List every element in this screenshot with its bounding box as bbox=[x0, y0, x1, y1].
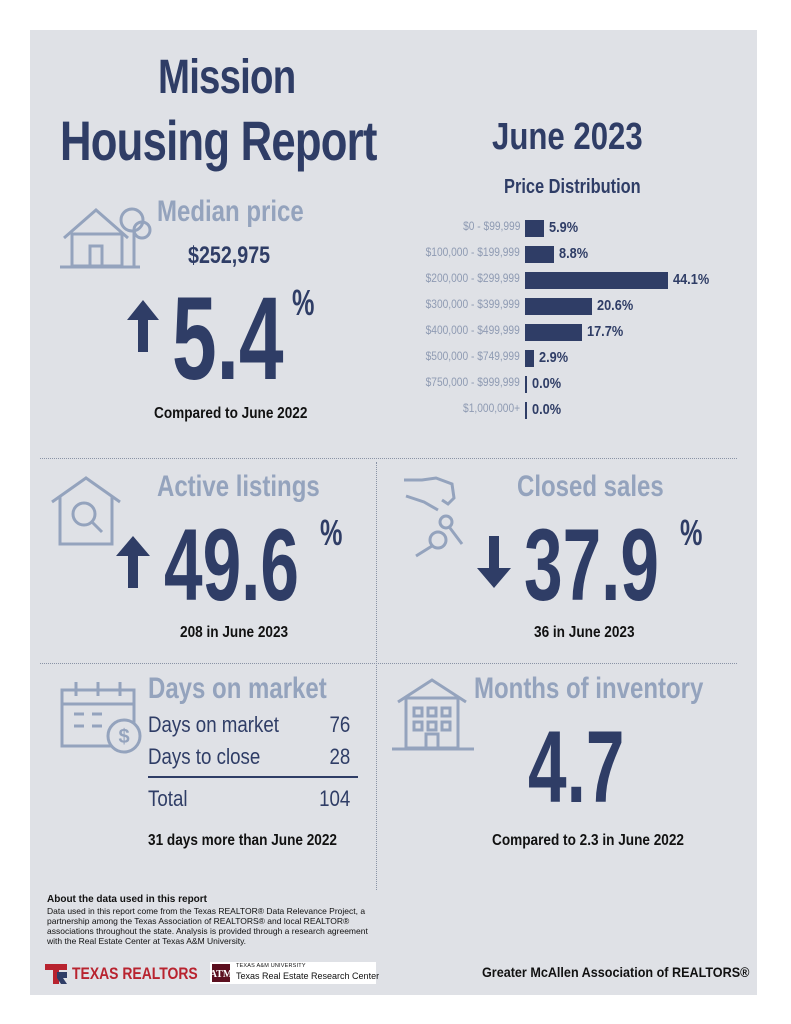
city-title: Mission bbox=[158, 51, 296, 104]
divider bbox=[376, 462, 377, 890]
price-distribution-value: 20.6% bbox=[596, 297, 633, 314]
closed-sales-title: Closed sales bbox=[517, 470, 664, 503]
price-range-label: $300,000 - $399,999 bbox=[425, 297, 520, 311]
active-listings-caption: 208 in June 2023 bbox=[180, 624, 289, 641]
active-listings-title: Active listings bbox=[157, 470, 320, 503]
dom-total-value: 104 bbox=[319, 786, 351, 811]
dom-row-label: Days on market bbox=[148, 712, 279, 737]
days-on-market-title: Days on market bbox=[148, 672, 327, 705]
price-range-label: $0 - $99,999 bbox=[462, 219, 520, 233]
price-distribution-bar bbox=[525, 402, 527, 419]
price-distribution-row: $500,000 - $749,999 2.9% bbox=[360, 348, 750, 368]
texas-realtors-text: TEXAS REALTORS bbox=[72, 964, 198, 983]
report-title: Housing Report bbox=[60, 109, 377, 172]
price-range-label: $750,000 - $999,999 bbox=[425, 375, 520, 389]
months-inventory-value: 4.7 bbox=[528, 710, 625, 824]
price-distribution-row: $200,000 - $299,999 44.1% bbox=[360, 270, 750, 290]
median-price-change: 5.4 bbox=[172, 273, 284, 405]
tamu-small-text: TEXAS A&M UNIVERSITY bbox=[236, 963, 306, 969]
tamu-emblem-icon: ATM bbox=[212, 964, 230, 982]
days-on-market-caption: 31 days more than June 2022 bbox=[148, 832, 337, 849]
closed-sales-percent: % bbox=[680, 512, 703, 553]
house-search-icon bbox=[51, 476, 121, 546]
price-distribution-row: $750,000 - $999,999 0.0% bbox=[360, 374, 750, 394]
arrow-up-icon bbox=[116, 536, 150, 588]
closed-sales-change: 37.9 bbox=[524, 508, 660, 622]
svg-text:$: $ bbox=[118, 726, 129, 748]
price-distribution-bar bbox=[525, 246, 554, 263]
price-distribution-bar bbox=[525, 272, 668, 289]
price-range-label: $200,000 - $299,999 bbox=[425, 271, 520, 285]
texas-realtors-logo bbox=[45, 964, 69, 989]
dom-row-value: 28 bbox=[329, 744, 351, 769]
price-distribution-value: 17.7% bbox=[587, 323, 624, 340]
about-heading: About the data used in this report bbox=[47, 894, 208, 905]
hand-keys-icon bbox=[404, 476, 464, 558]
report-month: June 2023 bbox=[492, 116, 643, 158]
tamu-logo: ATM TEXAS A&M UNIVERSITY Texas Real Esta… bbox=[210, 962, 380, 984]
median-price-percent: % bbox=[292, 282, 315, 323]
price-distribution-bar bbox=[525, 376, 527, 393]
dom-row-value: 76 bbox=[329, 712, 351, 737]
association-name: Greater McAllen Association of REALTORS® bbox=[482, 964, 750, 980]
dom-total-label: Total bbox=[148, 786, 188, 811]
price-distribution-value: 44.1% bbox=[673, 271, 710, 288]
price-range-label: $100,000 - $199,999 bbox=[425, 245, 520, 259]
price-distribution-bar bbox=[525, 350, 535, 367]
calendar-dollar-icon: $ bbox=[60, 682, 142, 754]
dom-row: Days on market 76 bbox=[148, 712, 350, 738]
price-distribution-bar bbox=[525, 220, 545, 237]
median-price-title: Median price bbox=[157, 195, 304, 228]
price-distribution-row: $1,000,000+ 0.0% bbox=[360, 400, 750, 420]
months-inventory-caption: Compared to 2.3 in June 2022 bbox=[492, 832, 684, 849]
about-text: Data used in this report come from the T… bbox=[47, 906, 368, 946]
tr-logo-icon bbox=[45, 964, 67, 984]
active-listings-change: 49.6 bbox=[164, 508, 300, 622]
tamu-center-text: Texas Real Estate Research Center bbox=[236, 971, 380, 981]
house-tree-icon bbox=[60, 207, 152, 269]
price-distribution-bar bbox=[525, 298, 592, 315]
dom-row-label: Days to close bbox=[148, 744, 261, 769]
price-distribution-row: $400,000 - $499,999 17.7% bbox=[360, 322, 750, 342]
building-icon bbox=[392, 678, 474, 751]
arrow-down-icon bbox=[477, 536, 511, 588]
divider bbox=[40, 663, 737, 664]
months-inventory-title: Months of inventory bbox=[474, 672, 704, 705]
price-distribution-value: 5.9% bbox=[549, 219, 579, 236]
price-distribution-value: 2.9% bbox=[539, 349, 569, 366]
median-price-caption: Compared to June 2022 bbox=[154, 405, 308, 422]
price-distribution-value: 0.0% bbox=[532, 401, 562, 418]
price-range-label: $1,000,000+ bbox=[462, 401, 520, 415]
price-distribution-row: $0 - $99,999 5.9% bbox=[360, 218, 750, 238]
svg-text:ATM: ATM bbox=[212, 969, 230, 980]
divider bbox=[40, 458, 737, 459]
report-panel: Mission Housing Report June 2023 Median … bbox=[30, 30, 757, 995]
price-range-label: $400,000 - $499,999 bbox=[425, 323, 520, 337]
arrow-up-icon bbox=[127, 300, 159, 352]
median-price-value: $252,975 bbox=[188, 242, 271, 269]
active-listings-percent: % bbox=[320, 512, 343, 553]
price-distribution-value: 8.8% bbox=[558, 245, 588, 262]
price-distribution-value: 0.0% bbox=[532, 375, 562, 392]
price-distribution-row: $300,000 - $399,999 20.6% bbox=[360, 296, 750, 316]
price-range-label: $500,000 - $749,999 bbox=[425, 349, 520, 363]
price-distribution-title: Price Distribution bbox=[504, 176, 641, 198]
dom-total-row: Total 104 bbox=[148, 786, 350, 812]
price-distribution-row: $100,000 - $199,999 8.8% bbox=[360, 244, 750, 264]
price-distribution-bar bbox=[525, 324, 583, 341]
dom-row: Days to close 28 bbox=[148, 744, 350, 770]
closed-sales-caption: 36 in June 2023 bbox=[534, 624, 635, 641]
total-rule bbox=[148, 776, 358, 778]
